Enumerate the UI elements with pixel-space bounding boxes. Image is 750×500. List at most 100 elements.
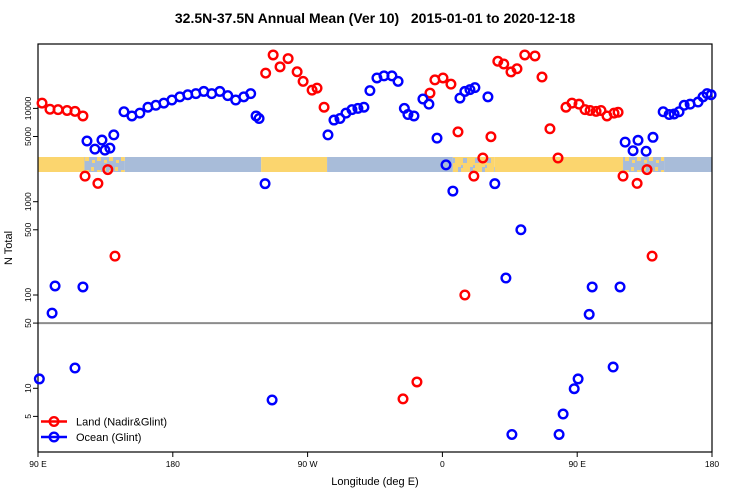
y-tick-label: 500 <box>23 222 33 236</box>
data-point-land <box>544 123 556 135</box>
data-point-land <box>646 250 658 262</box>
data-point-ocean <box>640 145 652 157</box>
data-point-ocean <box>482 91 494 103</box>
data-point-ocean <box>506 428 518 440</box>
data-point-ocean <box>81 135 93 147</box>
data-point-land <box>566 97 578 109</box>
data-point-ocean <box>69 362 81 374</box>
data-point-land <box>297 75 309 87</box>
data-point-ocean <box>49 280 61 292</box>
data-point-ocean <box>647 131 659 143</box>
data-point-ocean <box>266 394 278 406</box>
x-axis-label: Longitude (deg E) <box>331 476 418 488</box>
data-point-land <box>617 170 629 182</box>
x-tick-label: 0 <box>440 459 445 469</box>
data-point-land <box>397 393 409 405</box>
data-point-land <box>318 101 330 113</box>
data-point-ocean <box>469 82 481 94</box>
data-point-land <box>590 105 602 117</box>
data-point-ocean <box>553 428 565 440</box>
surface-band <box>38 157 712 172</box>
data-point-land <box>595 104 607 116</box>
data-point-land <box>612 106 624 118</box>
legend-marker <box>48 431 60 443</box>
legend: Land (Nadir&Glint) Ocean (Glint) <box>41 416 167 444</box>
data-point-land <box>260 67 272 79</box>
data-point-land <box>79 170 91 182</box>
data-point-land <box>511 63 523 75</box>
data-point-ocean <box>386 70 398 82</box>
data-point-ocean <box>134 107 146 119</box>
data-point-ocean <box>705 89 717 101</box>
data-point-ocean <box>46 307 58 319</box>
data-point-ocean <box>358 101 370 113</box>
data-point-land <box>536 71 548 83</box>
band-segment-mixed-land <box>452 157 495 172</box>
data-point-ocean <box>663 109 675 121</box>
band-segment-land <box>261 157 328 172</box>
x-tick-label: 180 <box>166 459 180 469</box>
data-point-ocean <box>627 145 639 157</box>
band-segment-land <box>494 157 624 172</box>
data-point-ocean <box>632 134 644 146</box>
data-point-land <box>584 104 596 116</box>
legend-label: Land (Nadir&Glint) <box>76 417 167 429</box>
data-point-land <box>579 104 591 116</box>
data-point-ocean <box>619 136 631 148</box>
data-point-ocean <box>346 104 358 116</box>
data-point-land <box>92 177 104 189</box>
data-point-ocean <box>392 75 404 87</box>
legend-marker <box>48 416 60 428</box>
chart-title: 32.5N-37.5N Annual Mean (Ver 10) 2015-01… <box>174 10 576 26</box>
data-point-land <box>36 97 48 109</box>
data-point-ocean <box>678 99 690 111</box>
band-segment-ocean <box>664 157 712 172</box>
data-point-ocean <box>96 134 108 146</box>
x-tick-label: 90 E <box>568 459 586 469</box>
data-point-ocean <box>322 129 334 141</box>
y-axis: 10000 5000 1000 500 100 50 10 5 <box>23 96 38 419</box>
y-tick-label: 1000 <box>23 192 33 211</box>
y-axis-label: N Total <box>3 231 15 265</box>
data-point-land <box>519 49 531 61</box>
data-point-land <box>437 72 449 84</box>
x-tick-label: 180 <box>705 459 719 469</box>
scatter-points <box>33 49 717 440</box>
data-point-land <box>69 105 81 117</box>
x-tick-label: 90 W <box>298 459 318 469</box>
band-segment-land <box>38 157 85 172</box>
data-point-land <box>274 61 286 73</box>
data-point-land <box>452 126 464 138</box>
data-point-ocean <box>259 178 271 190</box>
data-point-ocean <box>431 132 443 144</box>
data-point-land <box>631 177 643 189</box>
data-point-ocean <box>33 373 45 385</box>
data-point-ocean <box>89 143 101 155</box>
data-point-land <box>573 98 585 110</box>
data-point-ocean <box>328 114 340 126</box>
data-point-ocean <box>352 102 364 114</box>
data-point-ocean <box>334 112 346 124</box>
data-point-ocean <box>104 142 116 154</box>
x-axis: 90 E 180 90 W 0 90 E 180 <box>29 452 719 469</box>
data-point-ocean <box>583 308 595 320</box>
data-point-ocean <box>77 281 89 293</box>
data-point-ocean <box>515 224 527 236</box>
band-segment-mixed <box>84 157 125 172</box>
data-point-ocean <box>440 159 452 171</box>
data-point-ocean <box>459 85 471 97</box>
data-point-ocean <box>568 383 580 395</box>
data-point-land <box>311 82 323 94</box>
y-tick-label: 10 <box>23 383 33 393</box>
legend-label: Ocean (Glint) <box>76 432 141 444</box>
data-point-land <box>411 376 423 388</box>
data-point-land <box>492 55 504 67</box>
band-segment-ocean <box>327 157 453 172</box>
data-point-land <box>498 58 510 70</box>
data-point-ocean <box>118 106 130 118</box>
y-tick-label: 100 <box>23 288 33 302</box>
data-point-ocean <box>500 272 512 284</box>
data-point-land <box>468 170 480 182</box>
